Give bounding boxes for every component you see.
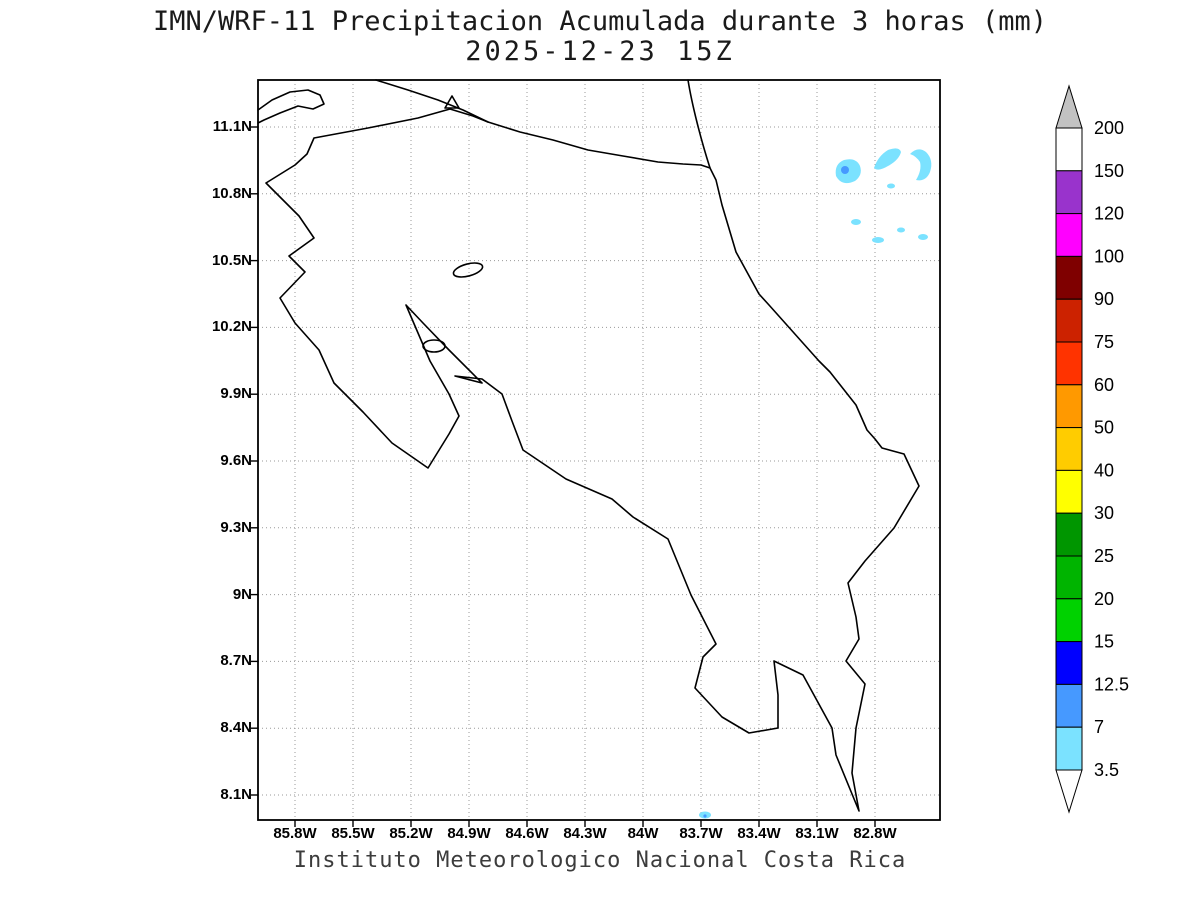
lat-tick-label: 9.3N xyxy=(220,518,252,536)
lake-nicaragua-shoreline xyxy=(375,79,489,123)
colorbar-segment xyxy=(1055,555,1083,600)
lat-tick-label: 11.1N xyxy=(212,118,252,135)
precip-overlay xyxy=(699,148,932,819)
colorbar-segments xyxy=(1055,84,1083,814)
colorbar-tick-label: 120 xyxy=(1094,204,1124,224)
colorbar-tick-label: 3.5 xyxy=(1094,760,1119,780)
colorbar-tick-label: 30 xyxy=(1094,503,1114,523)
colorbar-segment xyxy=(1055,213,1083,257)
lat-tick-label: 9.6N xyxy=(220,452,252,469)
precip-patch xyxy=(874,148,901,170)
colorbar-tick-label: 90 xyxy=(1094,289,1114,309)
lon-tick-label: 84.9W xyxy=(447,825,491,842)
colorbar-tick-label: 200 xyxy=(1094,118,1124,138)
colorbar-tick-label: 7 xyxy=(1094,717,1104,737)
colorbar-segment xyxy=(1055,298,1083,343)
colorbar-svg: 200 150 120 100 90 75 60 50 40 30 25 20 15 12.5 7 3.5 xyxy=(1055,84,1129,814)
colorbar-tick-label: 25 xyxy=(1094,546,1114,566)
colorbar-tick-label: 40 xyxy=(1094,460,1114,480)
lat-tick-label: 8.1N xyxy=(220,786,252,803)
colorbar-segment xyxy=(1055,170,1083,215)
colorbar-tick-label: 60 xyxy=(1094,375,1114,395)
lat-tick-label: 10.2N xyxy=(211,318,252,336)
lon-tick-label: 83.4W xyxy=(737,825,781,842)
colorbar-segment xyxy=(1055,384,1083,429)
colorbar-segment xyxy=(1055,469,1083,514)
lon-tick-label: 84.3W xyxy=(563,825,607,842)
coastline-layer xyxy=(257,79,920,812)
chira-island xyxy=(422,339,446,353)
colorbar-tick-label: 150 xyxy=(1094,161,1124,181)
colorbar-segment xyxy=(1055,726,1083,771)
lake-arenal xyxy=(452,262,484,278)
credit-line: Instituto Meteorologico Nacional Costa R… xyxy=(293,848,907,873)
map-svg xyxy=(251,79,941,827)
precip-speck xyxy=(897,227,905,233)
precip-patch xyxy=(910,149,932,181)
map-plot-area xyxy=(251,79,941,827)
lat-tick-label: 9N xyxy=(232,585,252,603)
lat-tick-label: 8.4N xyxy=(220,719,252,737)
colorbar-tick-label: 20 xyxy=(1094,589,1114,609)
lake-islet xyxy=(444,95,460,109)
lon-tick-label: 83.1W xyxy=(795,825,839,842)
colorbar-segment xyxy=(1055,512,1083,557)
precip-speck xyxy=(851,219,861,225)
colorbar-segment xyxy=(1055,255,1083,300)
precip-speck xyxy=(918,234,928,240)
precip-speck xyxy=(887,183,895,189)
colorbar-segment xyxy=(1055,427,1083,471)
colorbar-tick-label: 12.5 xyxy=(1094,674,1129,694)
lon-tick-label: 84.6W xyxy=(505,825,549,842)
colorbar-tick-label: 50 xyxy=(1094,418,1114,438)
lon-tick-label: 85.8W xyxy=(273,825,317,842)
grid-layer xyxy=(251,80,940,827)
colorbar-above-max-triangle xyxy=(1055,84,1083,129)
costa-rica-coastline xyxy=(265,108,920,812)
precip-core xyxy=(841,166,849,174)
lon-tick-label: 83.7W xyxy=(679,825,723,842)
colorbar-segment xyxy=(1055,341,1083,386)
lat-tick-label: 10.8N xyxy=(211,184,252,202)
colorbar-segment xyxy=(1055,598,1083,643)
colorbar-tick-label: 75 xyxy=(1094,332,1114,352)
nicaragua-pacific-coast xyxy=(257,89,325,124)
precip-speck xyxy=(872,237,884,243)
colorbar-segment xyxy=(1055,127,1083,172)
colorbar-labels: 200 150 120 100 90 75 60 50 40 30 25 20 15 12.5 7 3.5 xyxy=(1094,118,1129,780)
lat-tick-label: 8.7N xyxy=(220,652,252,670)
lon-tick-label: 85.2W xyxy=(389,825,433,842)
precip-core xyxy=(703,814,707,818)
plot-valid-time: 2025-12-23 15Z xyxy=(465,36,735,67)
colorbar-below-min-triangle xyxy=(1055,769,1083,814)
nicaragua-caribbean-coast xyxy=(687,79,711,169)
colorbar-segment xyxy=(1055,683,1083,728)
lon-tick-label: 82.8W xyxy=(853,825,897,842)
colorbar-tick-label: 15 xyxy=(1094,632,1114,652)
colorbar: 200 150 120 100 90 75 60 50 40 30 25 20 15 12.5 7 3.5 xyxy=(1052,84,1200,818)
map-frame xyxy=(257,79,941,821)
colorbar-segment xyxy=(1055,641,1083,685)
colorbar-tick-label: 100 xyxy=(1094,246,1124,266)
lon-tick-label: 84W xyxy=(627,825,659,842)
lon-tick-label: 85.5W xyxy=(331,825,375,842)
lat-tick-label: 10.5N xyxy=(211,251,252,269)
plot-title: IMN/WRF-11 Precipitacion Acumulada duran… xyxy=(152,6,1048,37)
lat-tick-label: 9.9N xyxy=(220,385,252,403)
